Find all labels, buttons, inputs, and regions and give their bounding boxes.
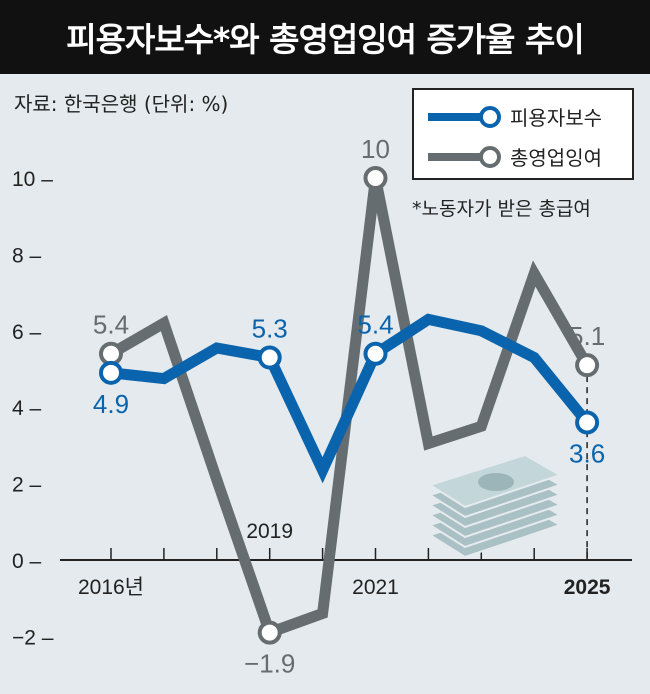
y-tick-label: −2 –	[12, 626, 54, 649]
data-label: −1.9	[244, 649, 295, 679]
legend-gray-line-icon	[428, 145, 501, 168]
x-tick-label: 2019	[246, 520, 293, 543]
y-tick-label: 10 –	[12, 168, 53, 191]
chart-title: 피용자보수*와 총영업잉여 증가율 추이	[0, 0, 650, 74]
money-stack-icon	[427, 453, 563, 559]
data-point-marker	[257, 345, 282, 370]
series-line-compensation	[110, 313, 592, 484]
legend-item-surplus: 총영업잉여	[426, 142, 602, 171]
legend-label: 총영업잉여	[510, 146, 602, 170]
data-point-marker	[99, 360, 123, 385]
y-tick-label: 0 –	[12, 550, 42, 573]
legend-label: 피용자보수	[510, 106, 602, 130]
data-point-marker	[575, 353, 600, 378]
data-label: 3.6	[569, 438, 605, 468]
data-point-marker	[575, 410, 600, 435]
data-point-marker	[363, 166, 388, 190]
x-tick-label: 2021	[352, 576, 399, 599]
legend: 피용자보수 총영업잉여	[412, 88, 634, 180]
bill-emblem	[478, 473, 514, 491]
data-label: 5.3	[252, 314, 288, 344]
legend-item-compensation: 피용자보수	[426, 102, 602, 131]
y-tick-label: 6 –	[12, 321, 42, 344]
data-label: 5.1	[569, 321, 605, 351]
x-tick-label: 2025	[564, 576, 611, 599]
y-tick-label: 8 –	[12, 244, 42, 267]
data-point-marker	[99, 341, 123, 366]
y-tick-label: 4 –	[12, 397, 42, 420]
source-note: 자료: 한국은행 (단위: %)	[14, 92, 229, 116]
legend-blue-line-icon	[428, 105, 501, 128]
data-label: 10	[361, 134, 390, 164]
y-tick-label: 2 –	[12, 474, 42, 497]
footnote: *노동자가 받은 총급여	[412, 198, 591, 220]
data-label: 5.4	[357, 310, 393, 340]
data-label: 4.9	[93, 389, 129, 419]
data-point-marker	[363, 341, 388, 366]
x-tick-label: 2016년	[78, 576, 144, 599]
data-label: 5.4	[93, 310, 129, 340]
data-point-marker	[257, 620, 282, 645]
